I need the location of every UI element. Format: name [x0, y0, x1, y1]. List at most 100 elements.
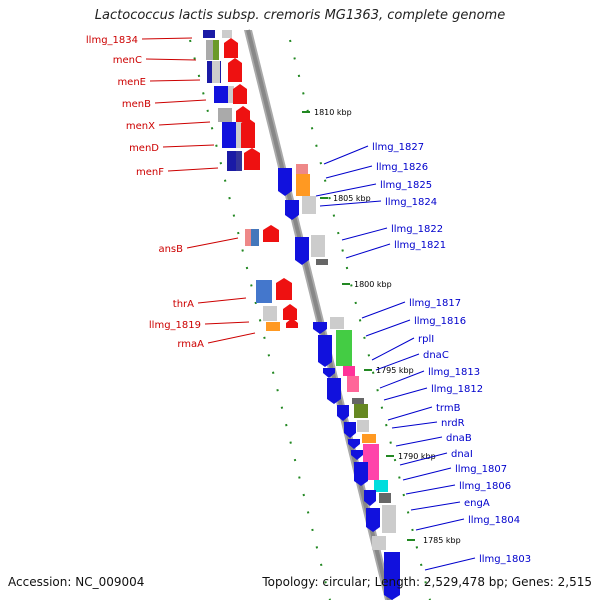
kbp-label: 1795 kbp: [376, 366, 414, 375]
gene-block: [263, 306, 277, 321]
right-gene-leader: [395, 436, 443, 447]
gene-block: [218, 108, 232, 122]
right-gene-leader: [319, 200, 382, 207]
right-gene-leader: [361, 301, 406, 319]
left-gene-leader: [158, 121, 211, 126]
gene-arrow: [364, 490, 376, 506]
right-gene-label: llmg_1806: [459, 481, 511, 492]
left-gene-label: menX: [126, 121, 155, 132]
left-gene-label: menD: [129, 143, 159, 154]
gene-block: [336, 330, 352, 366]
gene-arrow: [228, 58, 242, 82]
gene-arrow: [236, 106, 250, 122]
left-gene-label: thrA: [173, 299, 194, 310]
right-gene-label: llmg_1817: [409, 298, 461, 309]
right-gene-leader: [424, 557, 476, 571]
left-gene-label: menC: [113, 55, 142, 66]
right-gene-leader: [375, 353, 420, 371]
right-gene-leader: [399, 452, 448, 466]
left-gene-leader: [154, 99, 207, 104]
right-gene-leader: [405, 484, 456, 495]
right-gene-leader: [315, 183, 377, 197]
gene-block: [236, 122, 242, 148]
gene-arrow: [313, 322, 327, 334]
kbp-label: 1785 kbp: [423, 536, 461, 545]
right-gene-leader: [383, 387, 428, 401]
gene-block: [266, 322, 280, 331]
right-gene-leader: [345, 243, 391, 259]
right-gene-leader: [341, 227, 388, 241]
gene-block: [354, 404, 368, 418]
gene-arrow: [286, 318, 298, 328]
left-gene-leader: [149, 79, 201, 82]
gene-arrow: [344, 422, 356, 438]
gene-arrow: [354, 462, 368, 486]
right-gene-label: llmg_1816: [414, 316, 466, 327]
topology-text: Topology: circular; Length: 2,529,478 bp…: [262, 575, 592, 589]
gene-block: [379, 493, 391, 503]
right-gene-label: llmg_1821: [394, 240, 446, 251]
gene-block: [251, 229, 259, 246]
right-gene-leader: [379, 370, 425, 389]
left-gene-label: rmaA: [177, 339, 204, 350]
kbp-label: 1805 kbp: [333, 194, 371, 203]
kbp-label: 1810 kbp: [314, 108, 352, 117]
gene-block: [362, 434, 376, 443]
gene-arrow: [366, 508, 380, 532]
gene-block: [316, 259, 328, 265]
right-gene-label: llmg_1825: [380, 180, 432, 191]
gene-arrow: [351, 450, 363, 460]
left-gene-leader: [145, 58, 197, 61]
gene-block: [352, 398, 364, 404]
gene-block: [206, 40, 214, 60]
left-gene-label: llmg_1834: [86, 35, 138, 46]
kbp-label: 1790 kbp: [398, 452, 436, 461]
right-gene-label: llmg_1822: [391, 224, 443, 235]
gene-block: [330, 317, 344, 329]
right-gene-label: trmB: [436, 403, 461, 414]
left-gene-leader: [141, 37, 193, 40]
right-gene-label: llmg_1813: [428, 367, 480, 378]
right-gene-label: llmg_1824: [385, 197, 437, 208]
left-gene-leader: [167, 167, 219, 172]
gene-arrow: [348, 439, 360, 449]
gene-arrow: [278, 168, 292, 196]
gene-block: [222, 122, 236, 148]
right-gene-leader: [391, 421, 438, 429]
gene-arrow: [337, 405, 349, 421]
gene-block: [372, 536, 386, 550]
gene-arrow: [263, 225, 279, 242]
map-title: Lactococcus lactis subsp. cremoris MG136…: [94, 8, 506, 23]
right-gene-leader: [402, 467, 452, 481]
right-gene-label: llmg_1807: [455, 464, 507, 475]
backbone-line: [246, 29, 391, 600]
gene-block: [212, 61, 220, 83]
gene-arrow: [295, 237, 309, 265]
right-gene-label: llmg_1804: [468, 515, 520, 526]
right-gene-leader: [323, 145, 369, 165]
gene-block: [311, 235, 325, 257]
left-gene-leader: [207, 332, 256, 344]
right-gene-label: nrdR: [441, 418, 465, 429]
left-gene-label: llmg_1819: [149, 320, 201, 331]
gene-arrow: [318, 335, 332, 367]
gene-arrow: [233, 84, 247, 104]
gene-block: [214, 86, 228, 103]
gene-block: [236, 151, 242, 171]
gene-arrow: [327, 378, 341, 404]
gene-arrow: [224, 38, 238, 58]
left-gene-label: menB: [122, 99, 151, 110]
left-gene-label: ansB: [158, 244, 183, 255]
kbp-label: 1800 kbp: [354, 280, 392, 289]
right-gene-leader: [365, 319, 411, 337]
right-gene-leader: [325, 165, 373, 179]
gene-block: [343, 366, 355, 376]
right-gene-label: llmg_1827: [372, 142, 424, 153]
gene-block: [382, 505, 396, 533]
gene-arrow: [244, 148, 260, 170]
gene-block: [222, 30, 232, 38]
gene-block: [357, 420, 369, 432]
right-guide-dots: [289, 39, 431, 600]
right-gene-leader: [410, 501, 461, 511]
